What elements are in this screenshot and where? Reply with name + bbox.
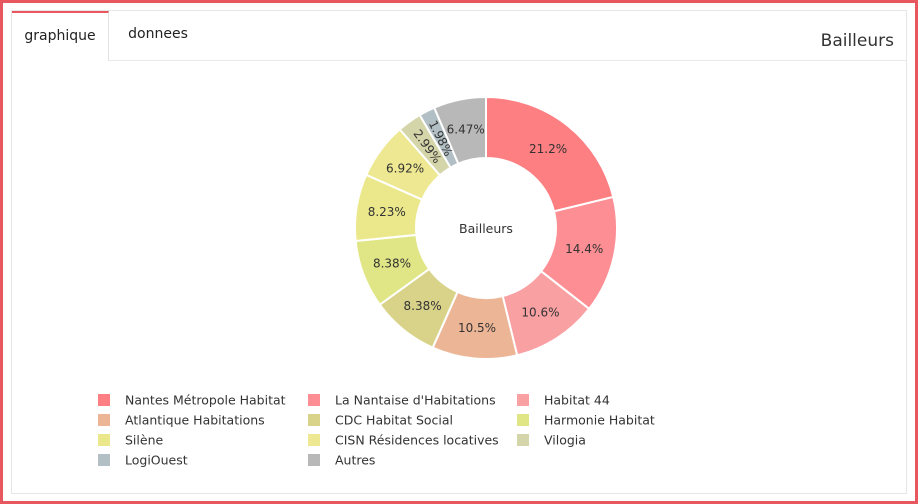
legend-label-atlantique-habitations[interactable]: Atlantique Habitations: [125, 413, 265, 428]
legend-label-harmonie-habitat[interactable]: Harmonie Habitat: [544, 413, 655, 428]
slice-label: 8.23%: [368, 205, 406, 219]
slice-label: 14.4%: [565, 242, 603, 256]
legend-label-autres[interactable]: Autres: [335, 453, 375, 468]
legend-label-nantes-metropole-habitat[interactable]: Nantes Métropole Habitat: [125, 393, 286, 408]
slice-label: 6.92%: [386, 161, 424, 175]
legend-swatch-vilogia[interactable]: [517, 434, 529, 446]
slice-autres[interactable]: [432, 95, 487, 166]
tab-bar: graphique donnees: [12, 11, 906, 61]
slice-label: 8.38%: [404, 299, 442, 313]
tab-donnees[interactable]: donnees: [128, 26, 188, 42]
slices-group: [354, 95, 618, 360]
legend-label-la-nantaise-d-habitations[interactable]: La Nantaise d'Habitations: [335, 393, 496, 408]
slice-label: 10.6%: [521, 305, 559, 319]
legend-label-cdc-habitat-social[interactable]: CDC Habitat Social: [335, 413, 453, 428]
slice-label: 8.38%: [373, 257, 411, 271]
legend-swatch-atlantique-habitations[interactable]: [98, 414, 110, 426]
legend-label-silene[interactable]: Silène: [125, 433, 163, 448]
legend-label-cisn-residences-locatives[interactable]: CISN Résidences locatives: [335, 433, 499, 448]
legend-label-habitat-44[interactable]: Habitat 44: [544, 393, 610, 408]
slice-label: 6.47%: [447, 123, 485, 137]
slice-labels-group: 21.2% 14.4% 10.6% 10.5% 8.38% 8.38% 8.23% 6.92%…: [368, 118, 604, 335]
slice-nantes-metropole-habitat[interactable]: [485, 95, 615, 213]
legend-swatch-cisn-residences-locatives[interactable]: [308, 434, 320, 446]
slice-label: 10.5%: [458, 321, 496, 335]
legend: Nantes Métropole Habitat La Nantaise d'Ha…: [98, 393, 655, 468]
legend-swatch-logiouest[interactable]: [98, 454, 110, 466]
legend-swatch-nantes-metropole-habitat[interactable]: [98, 394, 110, 406]
center-label: Bailleurs: [459, 221, 513, 236]
legend-swatch-cdc-habitat-social[interactable]: [308, 414, 320, 426]
panel-title: Bailleurs: [820, 31, 894, 51]
legend-swatch-habitat-44[interactable]: [517, 394, 529, 406]
legend-label-vilogia[interactable]: Vilogia: [544, 433, 586, 448]
legend-swatch-silene[interactable]: [98, 434, 110, 446]
legend-swatch-la-nantaise-d-habitations[interactable]: [308, 394, 320, 406]
slice-label: 21.2%: [529, 142, 567, 156]
legend-swatch-harmonie-habitat[interactable]: [517, 414, 529, 426]
tab-graphique[interactable]: graphique: [12, 11, 109, 61]
legend-swatch-autres[interactable]: [308, 454, 320, 466]
chart-panel: graphique donnees Bailleurs: [11, 10, 907, 494]
legend-label-logiouest[interactable]: LogiOuest: [125, 453, 188, 468]
